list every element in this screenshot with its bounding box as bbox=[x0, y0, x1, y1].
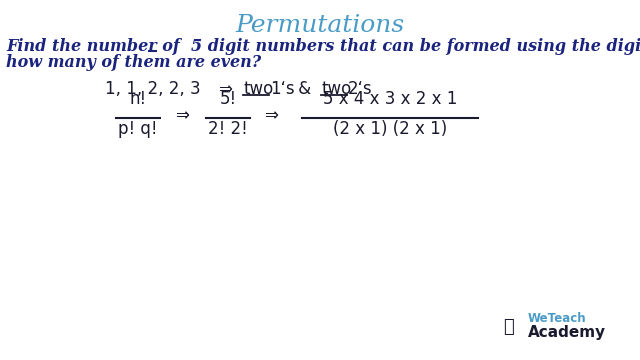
Text: 1ʻs: 1ʻs bbox=[270, 80, 294, 98]
Text: Find the number of  5 digit numbers that can be formed using the digits 1,1,2,2,: Find the number of 5 digit numbers that … bbox=[6, 38, 640, 55]
Text: 2! 2!: 2! 2! bbox=[208, 120, 248, 138]
Text: 5!: 5! bbox=[220, 90, 237, 108]
Text: 🎓: 🎓 bbox=[502, 318, 513, 336]
Text: Permutations: Permutations bbox=[236, 14, 404, 37]
Text: two: two bbox=[321, 80, 351, 98]
Text: 1, 1, 2, 2, 3: 1, 1, 2, 2, 3 bbox=[105, 80, 200, 98]
Text: WeTeach: WeTeach bbox=[528, 312, 587, 325]
Text: ⇒: ⇒ bbox=[218, 80, 232, 98]
Text: two: two bbox=[243, 80, 273, 98]
Text: ⇒: ⇒ bbox=[264, 106, 278, 124]
Text: (2 x 1) (2 x 1): (2 x 1) (2 x 1) bbox=[333, 120, 447, 138]
Text: Academy: Academy bbox=[528, 324, 606, 339]
Text: how many of them are even?: how many of them are even? bbox=[6, 54, 261, 71]
Text: p! q!: p! q! bbox=[118, 120, 157, 138]
Text: &: & bbox=[293, 80, 316, 98]
Text: n!: n! bbox=[129, 90, 147, 108]
Text: ⇒: ⇒ bbox=[175, 106, 189, 124]
Text: 2ʻs: 2ʻs bbox=[348, 80, 372, 98]
Text: 5 x 4 x 3 x 2 x 1: 5 x 4 x 3 x 2 x 1 bbox=[323, 90, 457, 108]
